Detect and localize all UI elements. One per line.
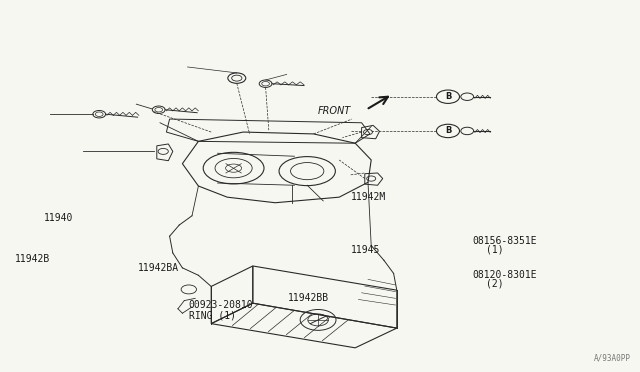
Text: 08120-8301E: 08120-8301E (472, 270, 537, 280)
Text: 11942BB: 11942BB (288, 293, 329, 302)
Text: B: B (445, 92, 451, 101)
Text: 11940: 11940 (44, 213, 74, 222)
Text: (2): (2) (486, 279, 504, 288)
Text: RING (1): RING (1) (189, 311, 236, 320)
Text: B: B (445, 126, 451, 135)
Text: (1): (1) (486, 244, 504, 254)
Text: FRONT: FRONT (317, 106, 351, 116)
Text: 08156-8351E: 08156-8351E (472, 236, 537, 246)
Text: 11942BA: 11942BA (138, 263, 179, 273)
Text: 00923-20810: 00923-20810 (189, 300, 253, 310)
Text: 11945: 11945 (351, 245, 380, 255)
Text: 11942B: 11942B (15, 254, 50, 263)
Text: A/93A0PP: A/93A0PP (593, 354, 630, 363)
Text: 11942M: 11942M (351, 192, 386, 202)
